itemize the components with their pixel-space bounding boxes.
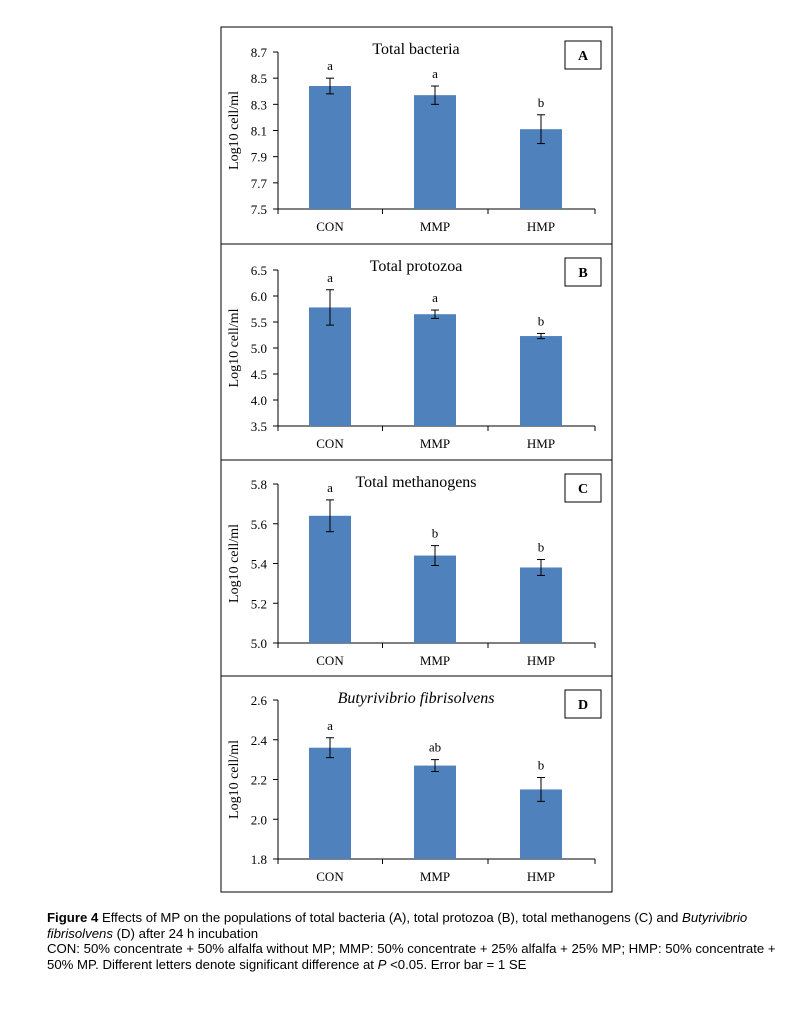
category-label: CON <box>316 869 344 884</box>
caption-figure-label: Figure 4 <box>47 910 99 925</box>
chart-panel-c: 5.0 5.2 5.4 5.6 5.8 a CON b MMP b HMP Total methano… <box>220 459 613 677</box>
y-tick-label: 2.2 <box>251 773 267 788</box>
panel-label-box <box>564 257 602 287</box>
figure-charts: 7.5 7.7 7.9 8.1 8.3 8.5 8.7 a CON a MMP b HMP Total b… <box>220 26 613 893</box>
bar-con <box>309 515 351 643</box>
y-tick-label: 5.4 <box>251 557 268 572</box>
category-label: CON <box>316 653 344 668</box>
caption-line1-a: Effects of MP on the populations of tota… <box>98 910 683 925</box>
chart-title: Total protozoa <box>370 258 463 275</box>
significance-letter: b <box>538 540 545 555</box>
y-axis-label: Log10 cell/ml <box>227 308 242 387</box>
caption-line1: Figure 4 Effects of MP on the population… <box>47 910 787 941</box>
caption-species: Butyrivibrio fibrisolvens <box>47 910 748 941</box>
y-tick-label: 5.5 <box>251 315 267 330</box>
category-label: HMP <box>527 653 555 668</box>
caption-line1-b: (D) after 24 h incubation <box>112 925 259 941</box>
y-tick-label: 6.0 <box>251 289 267 304</box>
panel-label-box <box>564 473 602 503</box>
significance-letter: ab <box>429 740 441 755</box>
panel-label-box <box>564 40 602 70</box>
category-label: MMP <box>420 219 450 234</box>
bar-con <box>309 307 351 426</box>
bar-hmp <box>520 336 562 426</box>
caption-line2-a: CON: 50% concentrate + 50% alfalfa witho… <box>47 941 776 972</box>
significance-letter: b <box>538 95 545 110</box>
y-tick-label: 4.0 <box>251 393 267 408</box>
y-axis-label: Log10 cell/ml <box>227 91 242 170</box>
chart-panel-b: 3.5 4.0 4.5 5.0 5.5 6.0 6.5 a CON a MMP b HMP Total p… <box>220 243 613 461</box>
panel-label: D <box>578 698 588 713</box>
caption-line2-b: <0.05. Error bar = 1 SE <box>386 956 527 972</box>
category-label: MMP <box>420 653 450 668</box>
category-label: CON <box>316 436 344 451</box>
significance-letter: a <box>327 718 333 733</box>
y-tick-label: 8.1 <box>251 124 267 139</box>
y-tick-label: 7.9 <box>251 150 267 165</box>
significance-letter: b <box>538 313 545 328</box>
panel-label: A <box>578 49 589 64</box>
significance-letter: b <box>538 758 545 773</box>
category-label: HMP <box>527 219 555 234</box>
caption-p-symbol: P <box>377 956 387 972</box>
category-label: MMP <box>420 869 450 884</box>
y-tick-label: 4.5 <box>251 367 267 382</box>
y-tick-label: 7.7 <box>251 176 268 191</box>
category-label: CON <box>316 219 344 234</box>
significance-letter: a <box>327 58 333 73</box>
y-tick-label: 5.0 <box>251 341 267 356</box>
panel-label: B <box>578 266 587 281</box>
y-tick-label: 8.7 <box>251 45 268 60</box>
y-tick-label: 5.8 <box>251 477 267 492</box>
significance-letter: a <box>327 480 333 495</box>
significance-letter: a <box>432 66 438 81</box>
significance-letter: b <box>432 526 439 541</box>
bar-hmp <box>520 567 562 643</box>
chart-title: Total bacteria <box>372 41 459 58</box>
significance-letter: a <box>432 290 438 305</box>
y-tick-label: 6.5 <box>251 263 267 278</box>
bar-mmp <box>414 95 456 209</box>
y-tick-label: 5.0 <box>251 636 267 651</box>
panel-label: C <box>578 482 588 497</box>
panel-label-box <box>564 689 602 719</box>
y-tick-label: 3.5 <box>251 419 267 434</box>
y-tick-label: 1.8 <box>251 852 267 867</box>
bar-mmp <box>414 765 456 859</box>
category-label: HMP <box>527 869 555 884</box>
panel-border <box>220 675 613 893</box>
chart-title: Total methanogens <box>355 474 476 491</box>
y-tick-label: 8.3 <box>251 97 267 112</box>
bar-mmp <box>414 555 456 643</box>
figure-caption: Figure 4 Effects of MP on the population… <box>47 910 787 972</box>
y-tick-label: 2.4 <box>251 733 268 748</box>
y-tick-label: 2.6 <box>251 693 268 708</box>
caption-line2: CON: 50% concentrate + 50% alfalfa witho… <box>47 941 787 972</box>
chart-panel-a: 7.5 7.7 7.9 8.1 8.3 8.5 8.7 a CON a MMP b HMP Total b… <box>220 26 613 245</box>
significance-letter: a <box>327 270 333 285</box>
y-tick-label: 2.0 <box>251 812 267 827</box>
category-label: MMP <box>420 436 450 451</box>
chart-title: Butyrivibrio fibrisolvens <box>338 690 495 707</box>
bar-mmp <box>414 314 456 426</box>
y-tick-label: 5.2 <box>251 596 267 611</box>
y-tick-label: 7.5 <box>251 202 267 217</box>
category-label: HMP <box>527 436 555 451</box>
bar-con <box>309 747 351 859</box>
bar-con <box>309 86 351 209</box>
y-axis-label: Log10 cell/ml <box>227 740 242 819</box>
chart-panel-d: 1.8 2.0 2.2 2.4 2.6 a CON ab MMP b HMP Butyrivibrio… <box>220 675 613 893</box>
y-tick-label: 8.5 <box>251 71 267 86</box>
y-tick-label: 5.6 <box>251 517 268 532</box>
y-axis-label: Log10 cell/ml <box>227 524 242 603</box>
